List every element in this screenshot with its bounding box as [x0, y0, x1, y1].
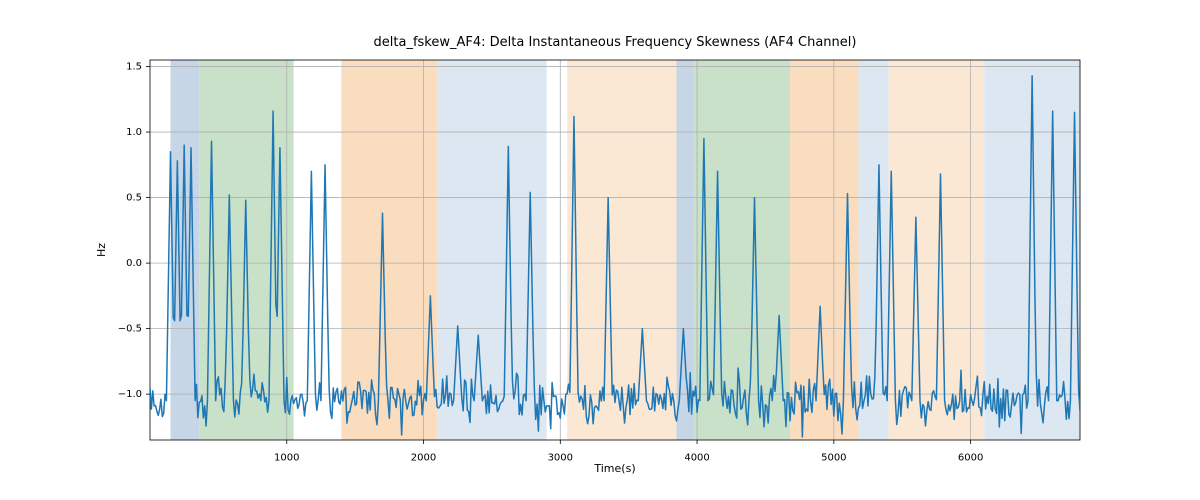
xtick-label: 3000	[548, 452, 573, 463]
ytick-label: −0.5	[118, 324, 142, 335]
xtick-label: 4000	[684, 452, 709, 463]
shade-band	[341, 60, 437, 440]
xtick-label: 6000	[958, 452, 983, 463]
ytick-label: 1.5	[126, 62, 142, 73]
xtick-label: 5000	[821, 452, 846, 463]
x-axis-label: Time(s)	[593, 462, 635, 475]
xtick-label: 1000	[274, 452, 299, 463]
ytick-label: 0.0	[126, 258, 142, 269]
shade-band	[858, 60, 888, 440]
ytick-label: 1.0	[126, 127, 142, 138]
shade-band	[437, 60, 546, 440]
ytick-label: 0.5	[126, 193, 142, 204]
y-axis-label: Hz	[95, 243, 108, 257]
chart-title: delta_fskew_AF4: Delta Instantaneous Fre…	[374, 35, 857, 50]
shade-band	[567, 60, 676, 440]
shade-band	[677, 60, 695, 440]
ytick-label: −1.0	[118, 389, 142, 400]
xtick-label: 2000	[411, 452, 436, 463]
chart-svg: −1.0 −0.5 0.0 0.5 1.0 1.5 1000 2000 3000 4000 5000…	[0, 0, 1200, 500]
